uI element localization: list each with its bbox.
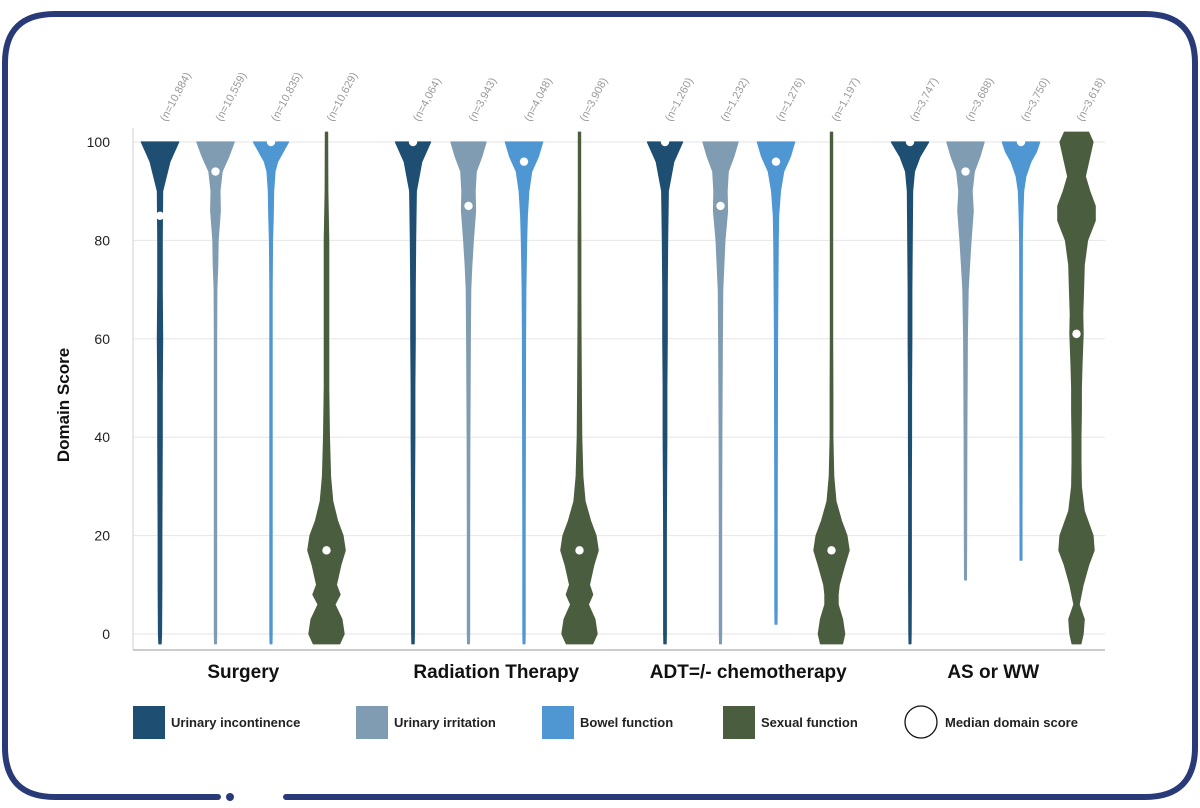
sample-size-label: (n=1,197) xyxy=(830,76,863,123)
sample-size-label: (n=10,559) xyxy=(214,71,250,124)
violin-sexual-function xyxy=(307,131,346,645)
violin-urinary-irritation xyxy=(450,141,487,645)
legend: Urinary incontinence Urinary irritation Bo… xyxy=(133,705,1078,739)
legend-label: Urinary irritation xyxy=(394,715,496,730)
median-marker xyxy=(211,167,220,176)
sample-size-label: (n=3,908) xyxy=(578,76,611,123)
median-marker xyxy=(1072,329,1081,339)
violin-bowel-function xyxy=(252,141,290,645)
sample-size-label: (n=4,048) xyxy=(522,76,555,123)
y-tick-label: 60 xyxy=(94,331,110,347)
legend-swatch xyxy=(356,706,388,739)
violin-sexual-function xyxy=(1057,131,1096,645)
y-tick-label: 0 xyxy=(102,626,110,642)
sample-size-label: (n=3,750) xyxy=(1019,76,1052,123)
median-marker xyxy=(716,201,725,211)
y-axis-ticks: 0 20 40 60 80 100 xyxy=(87,134,111,642)
median-marker xyxy=(322,546,331,555)
legend-label: Bowel function xyxy=(580,715,673,730)
violin-urinary-irritation xyxy=(702,141,739,645)
legend-label: Sexual function xyxy=(761,715,858,730)
legend-label: Urinary incontinence xyxy=(171,715,300,730)
violin-urinary-irritation xyxy=(946,141,985,581)
sample-size-label: (n=3,688) xyxy=(964,76,997,123)
median-marker xyxy=(771,157,781,166)
violins: (n=10,884) (n=10,559) (n=10,835) (n=10,629)… xyxy=(140,71,1108,645)
group-label: AS or WW xyxy=(947,662,1039,683)
violin-bowel-function xyxy=(504,141,544,645)
violin-urinary-incontinence xyxy=(140,141,180,645)
y-axis-label: Domain Score xyxy=(54,348,73,462)
y-tick-label: 100 xyxy=(87,134,111,150)
y-tick-label: 40 xyxy=(94,429,110,445)
sample-size-label: (n=10,629) xyxy=(325,71,361,124)
legend-label: Median domain score xyxy=(945,715,1078,730)
legend-swatch xyxy=(542,706,574,739)
sample-size-label: (n=1,276) xyxy=(774,76,807,123)
violin-sexual-function xyxy=(813,131,850,645)
legend-swatch xyxy=(723,706,755,739)
y-tick-label: 20 xyxy=(94,528,110,544)
median-marker xyxy=(1016,137,1026,147)
median-marker xyxy=(155,211,165,220)
median-marker xyxy=(660,137,670,147)
violin-urinary-incontinence xyxy=(646,141,684,645)
violin-urinary-incontinence xyxy=(890,141,930,645)
group-labels: Surgery Radiation Therapy ADT=/- chemother… xyxy=(207,662,1039,683)
violin-bowel-function xyxy=(1001,141,1041,561)
sample-size-label: (n=3,943) xyxy=(467,76,500,123)
median-marker xyxy=(905,137,915,147)
sample-size-label: (n=3,747) xyxy=(908,76,941,123)
violin-sexual-function xyxy=(560,131,599,645)
median-marker xyxy=(827,546,836,555)
median-marker xyxy=(961,167,970,176)
median-marker xyxy=(266,137,276,147)
sample-size-label: (n=10,884) xyxy=(158,71,194,124)
sample-size-label: (n=10,835) xyxy=(269,71,305,124)
median-marker xyxy=(408,137,418,147)
group-label: Surgery xyxy=(207,662,279,683)
violin-bowel-function xyxy=(756,141,796,625)
median-marker xyxy=(575,546,584,555)
frame-border xyxy=(2,11,1198,800)
sample-size-label: (n=4,064) xyxy=(411,76,444,123)
median-marker xyxy=(519,157,529,166)
violin-urinary-irritation xyxy=(196,141,235,645)
frame-dot xyxy=(226,793,234,801)
median-marker xyxy=(464,201,473,211)
sample-size-label: (n=1,232) xyxy=(719,76,752,123)
group-label: Radiation Therapy xyxy=(413,662,579,683)
gridlines xyxy=(133,141,1105,635)
legend-swatch xyxy=(133,706,165,739)
sample-size-label: (n=1,260) xyxy=(663,76,696,123)
violin-urinary-incontinence xyxy=(394,141,432,645)
sample-size-label: (n=3,618) xyxy=(1075,76,1108,123)
legend-median-swatch xyxy=(904,705,938,739)
group-label: ADT=/- chemotherapy xyxy=(650,662,847,683)
y-tick-label: 80 xyxy=(94,232,110,248)
